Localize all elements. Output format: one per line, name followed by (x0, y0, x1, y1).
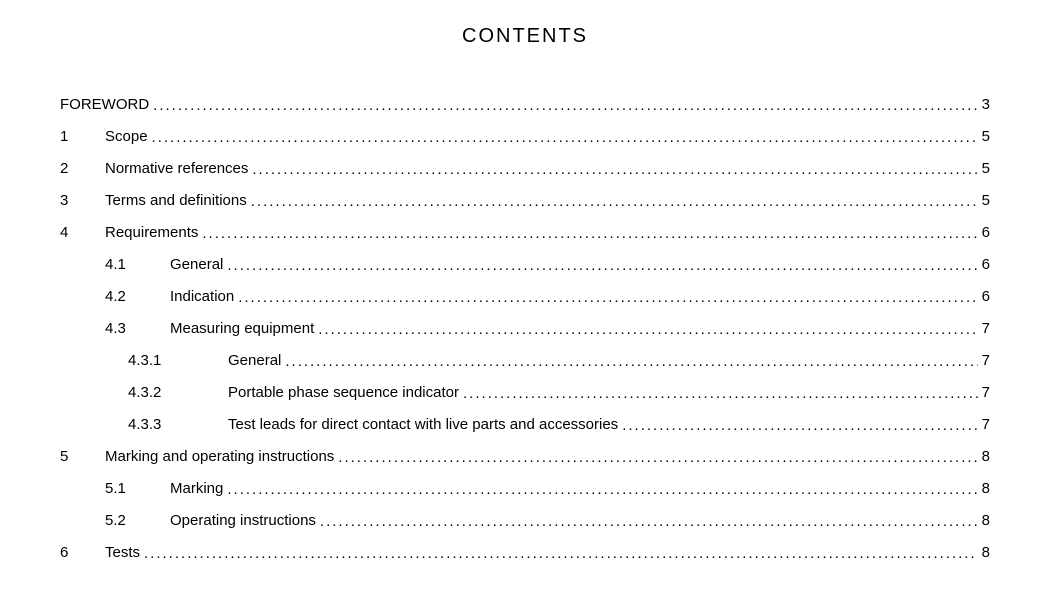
toc-entry-number: 5.2 (105, 509, 170, 533)
toc-entry-number: 4 (60, 221, 105, 245)
toc-entry: 2Normative references...................… (60, 157, 990, 181)
toc-entry-label: Test leads for direct contact with live … (228, 413, 622, 437)
toc-entry: 5.1Marking..............................… (60, 477, 990, 501)
toc-entry: 5.2Operating instructions...............… (60, 509, 990, 533)
toc-entry-label: Portable phase sequence indicator (228, 381, 463, 405)
toc-entry-number: 4.3.2 (128, 381, 228, 405)
toc-entry-page: 6 (978, 285, 990, 309)
toc-entry-page: 5 (978, 125, 990, 149)
toc-entry-number: 2 (60, 157, 105, 181)
toc-entry-page: 8 (978, 541, 990, 565)
toc-entry-page: 8 (978, 509, 990, 533)
toc-entry-number: 5.1 (105, 477, 170, 501)
toc-entry-number: 4.1 (105, 253, 170, 277)
toc-entry: 4Requirements...........................… (60, 221, 990, 245)
toc-leader-dots: ........................................… (238, 286, 977, 310)
toc-entry-page: 8 (978, 445, 990, 469)
toc-entry-page: 7 (978, 381, 990, 405)
toc-leader-dots: ........................................… (152, 126, 978, 150)
toc-entry: 5Marking and operating instructions.....… (60, 445, 990, 469)
toc-entry: 4.3.3Test leads for direct contact with … (60, 413, 990, 437)
toc-entry-label: Marking and operating instructions (105, 445, 338, 469)
toc-entry: 4.2Indication...........................… (60, 285, 990, 309)
toc-entry-number: 6 (60, 541, 105, 565)
toc-leader-dots: ........................................… (202, 222, 977, 246)
toc-entry-label: Requirements (105, 221, 202, 245)
toc-entry-number: 5 (60, 445, 105, 469)
toc-entry: 1Scope..................................… (60, 125, 990, 149)
toc-entry: 4.3Measuring equipment..................… (60, 317, 990, 341)
toc-leader-dots: ........................................… (251, 190, 978, 214)
toc-entry-label: FOREWORD (60, 93, 153, 117)
toc-entry-label: Indication (170, 285, 238, 309)
toc-entry-label: Marking (170, 477, 227, 501)
toc-entry-number: 1 (60, 125, 105, 149)
toc-leader-dots: ........................................… (463, 382, 978, 406)
toc-entry-page: 5 (978, 189, 990, 213)
toc-leader-dots: ........................................… (153, 94, 977, 118)
toc-leader-dots: ........................................… (227, 254, 977, 278)
toc-entry-page: 5 (978, 157, 990, 181)
toc-entry-number: 4.3 (105, 317, 170, 341)
contents-page: CONTENTS FOREWORD.......................… (0, 0, 1050, 598)
toc-entry-label: Tests (105, 541, 144, 565)
toc-entry-label: General (170, 253, 227, 277)
toc-entry-page: 3 (978, 93, 990, 117)
toc-entry: 4.1General..............................… (60, 253, 990, 277)
toc-entry: 4.3.2Portable phase sequence indicator..… (60, 381, 990, 405)
toc-entry-page: 8 (978, 477, 990, 501)
toc-entry-label: Scope (105, 125, 152, 149)
toc-entry-label: Normative references (105, 157, 252, 181)
toc-entry-label: Measuring equipment (170, 317, 318, 341)
toc-entry-label: Terms and definitions (105, 189, 251, 213)
toc-entry: 3Terms and definitions..................… (60, 189, 990, 213)
toc-entry-page: 7 (978, 349, 990, 373)
toc-entry-number: 3 (60, 189, 105, 213)
toc-leader-dots: ........................................… (622, 414, 977, 438)
toc-leader-dots: ........................................… (285, 350, 977, 374)
toc-leader-dots: ........................................… (144, 542, 978, 566)
toc-leader-dots: ........................................… (318, 318, 977, 342)
page-title: CONTENTS (60, 25, 990, 48)
toc-entry-number: 4.2 (105, 285, 170, 309)
toc-entry-label: General (228, 349, 285, 373)
toc-entry-page: 7 (978, 413, 990, 437)
toc-entry: 6Tests..................................… (60, 541, 990, 565)
toc-leader-dots: ........................................… (320, 510, 978, 534)
toc-entry-number: 4.3.1 (128, 349, 228, 373)
toc-leader-dots: ........................................… (252, 158, 977, 182)
toc-entry: 4.3.1General............................… (60, 349, 990, 373)
toc-entry-page: 7 (978, 317, 990, 341)
toc-leader-dots: ........................................… (338, 446, 977, 470)
toc-leader-dots: ........................................… (227, 478, 977, 502)
toc-entry-page: 6 (978, 253, 990, 277)
table-of-contents: FOREWORD................................… (60, 93, 990, 565)
toc-entry-page: 6 (978, 221, 990, 245)
toc-entry-number: 4.3.3 (128, 413, 228, 437)
toc-entry-label: Operating instructions (170, 509, 320, 533)
toc-entry: FOREWORD................................… (60, 93, 990, 117)
